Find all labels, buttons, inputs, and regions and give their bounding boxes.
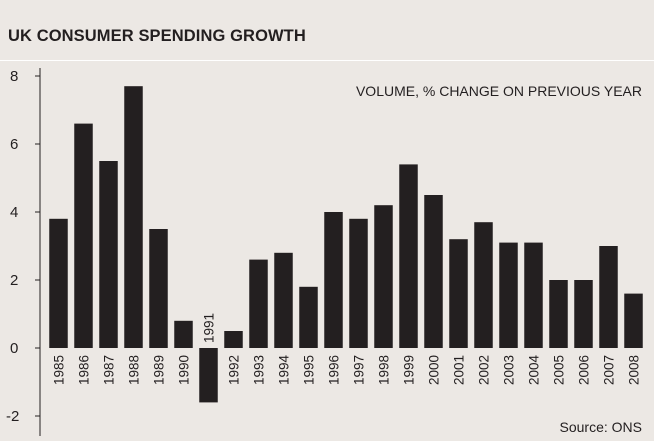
bar bbox=[199, 348, 218, 403]
x-tick-label: 1987 bbox=[102, 355, 117, 385]
bar bbox=[349, 218, 368, 348]
y-axis: 8 6 4 2 0 -2 bbox=[6, 68, 41, 436]
title-divider bbox=[0, 60, 654, 61]
bar bbox=[449, 239, 468, 348]
y-tick-label: 2 bbox=[10, 272, 18, 289]
bar bbox=[174, 320, 193, 348]
x-tick-label: 1997 bbox=[352, 355, 367, 385]
x-tick-label: 2005 bbox=[552, 355, 567, 385]
bar bbox=[624, 293, 643, 348]
y-tick-label: 6 bbox=[10, 136, 18, 153]
x-tick-label: 2008 bbox=[627, 355, 642, 385]
x-tick-label: 2004 bbox=[527, 355, 542, 386]
x-tick-label: 1998 bbox=[377, 355, 392, 385]
bar bbox=[124, 86, 143, 348]
bar bbox=[324, 212, 343, 348]
units-annotation: VOLUME, % CHANGE ON PREVIOUS YEAR bbox=[356, 83, 642, 99]
x-tick-label: 1992 bbox=[227, 355, 242, 385]
bar bbox=[99, 161, 118, 348]
x-tick-label: 1989 bbox=[152, 355, 167, 385]
bar bbox=[374, 205, 393, 348]
bar bbox=[499, 242, 518, 348]
bar bbox=[549, 280, 568, 348]
y-tick-label: 8 bbox=[10, 68, 18, 85]
bar bbox=[249, 259, 268, 348]
x-tick-label: 2000 bbox=[427, 355, 442, 385]
x-tick-label: 2007 bbox=[602, 355, 617, 385]
x-tick-label: 1985 bbox=[52, 355, 67, 385]
y-tick-label: 0 bbox=[10, 340, 18, 357]
bar bbox=[424, 195, 443, 348]
bar bbox=[224, 331, 243, 348]
x-tick-label: 1994 bbox=[277, 355, 292, 386]
x-tick-label: 1995 bbox=[302, 355, 317, 385]
bar bbox=[574, 280, 593, 348]
bar bbox=[474, 222, 493, 348]
x-tick-label: 1999 bbox=[402, 355, 417, 385]
bar bbox=[74, 123, 93, 348]
bar bbox=[599, 246, 618, 348]
y-tick-label: 4 bbox=[10, 204, 18, 221]
bar bbox=[274, 252, 293, 348]
bar bbox=[49, 218, 68, 348]
bar bbox=[524, 242, 543, 348]
x-tick-label: 2001 bbox=[452, 355, 467, 385]
x-tick-label: 1991 bbox=[202, 313, 217, 343]
x-tick-label: 1988 bbox=[127, 355, 142, 385]
y-tick-label: -2 bbox=[6, 408, 19, 425]
x-tick-label: 2003 bbox=[502, 355, 517, 385]
bar bbox=[399, 164, 418, 348]
x-tick-label: 1993 bbox=[252, 355, 267, 385]
x-tick-label: 1990 bbox=[177, 355, 192, 385]
x-tick-label: 2002 bbox=[477, 355, 492, 385]
source-note: Source: ONS bbox=[560, 419, 642, 435]
bar bbox=[299, 286, 318, 348]
x-tick-label: 2006 bbox=[577, 355, 592, 385]
x-axis-labels: 1985 1986 1987 1988 1989 1990 1991 1992 1993 1994… bbox=[52, 313, 642, 385]
x-tick-label: 1986 bbox=[77, 355, 92, 385]
chart-title: UK CONSUMER SPENDING GROWTH bbox=[8, 27, 306, 45]
bar bbox=[149, 229, 168, 348]
x-tick-label: 1996 bbox=[327, 355, 342, 385]
bar-series bbox=[49, 86, 643, 403]
